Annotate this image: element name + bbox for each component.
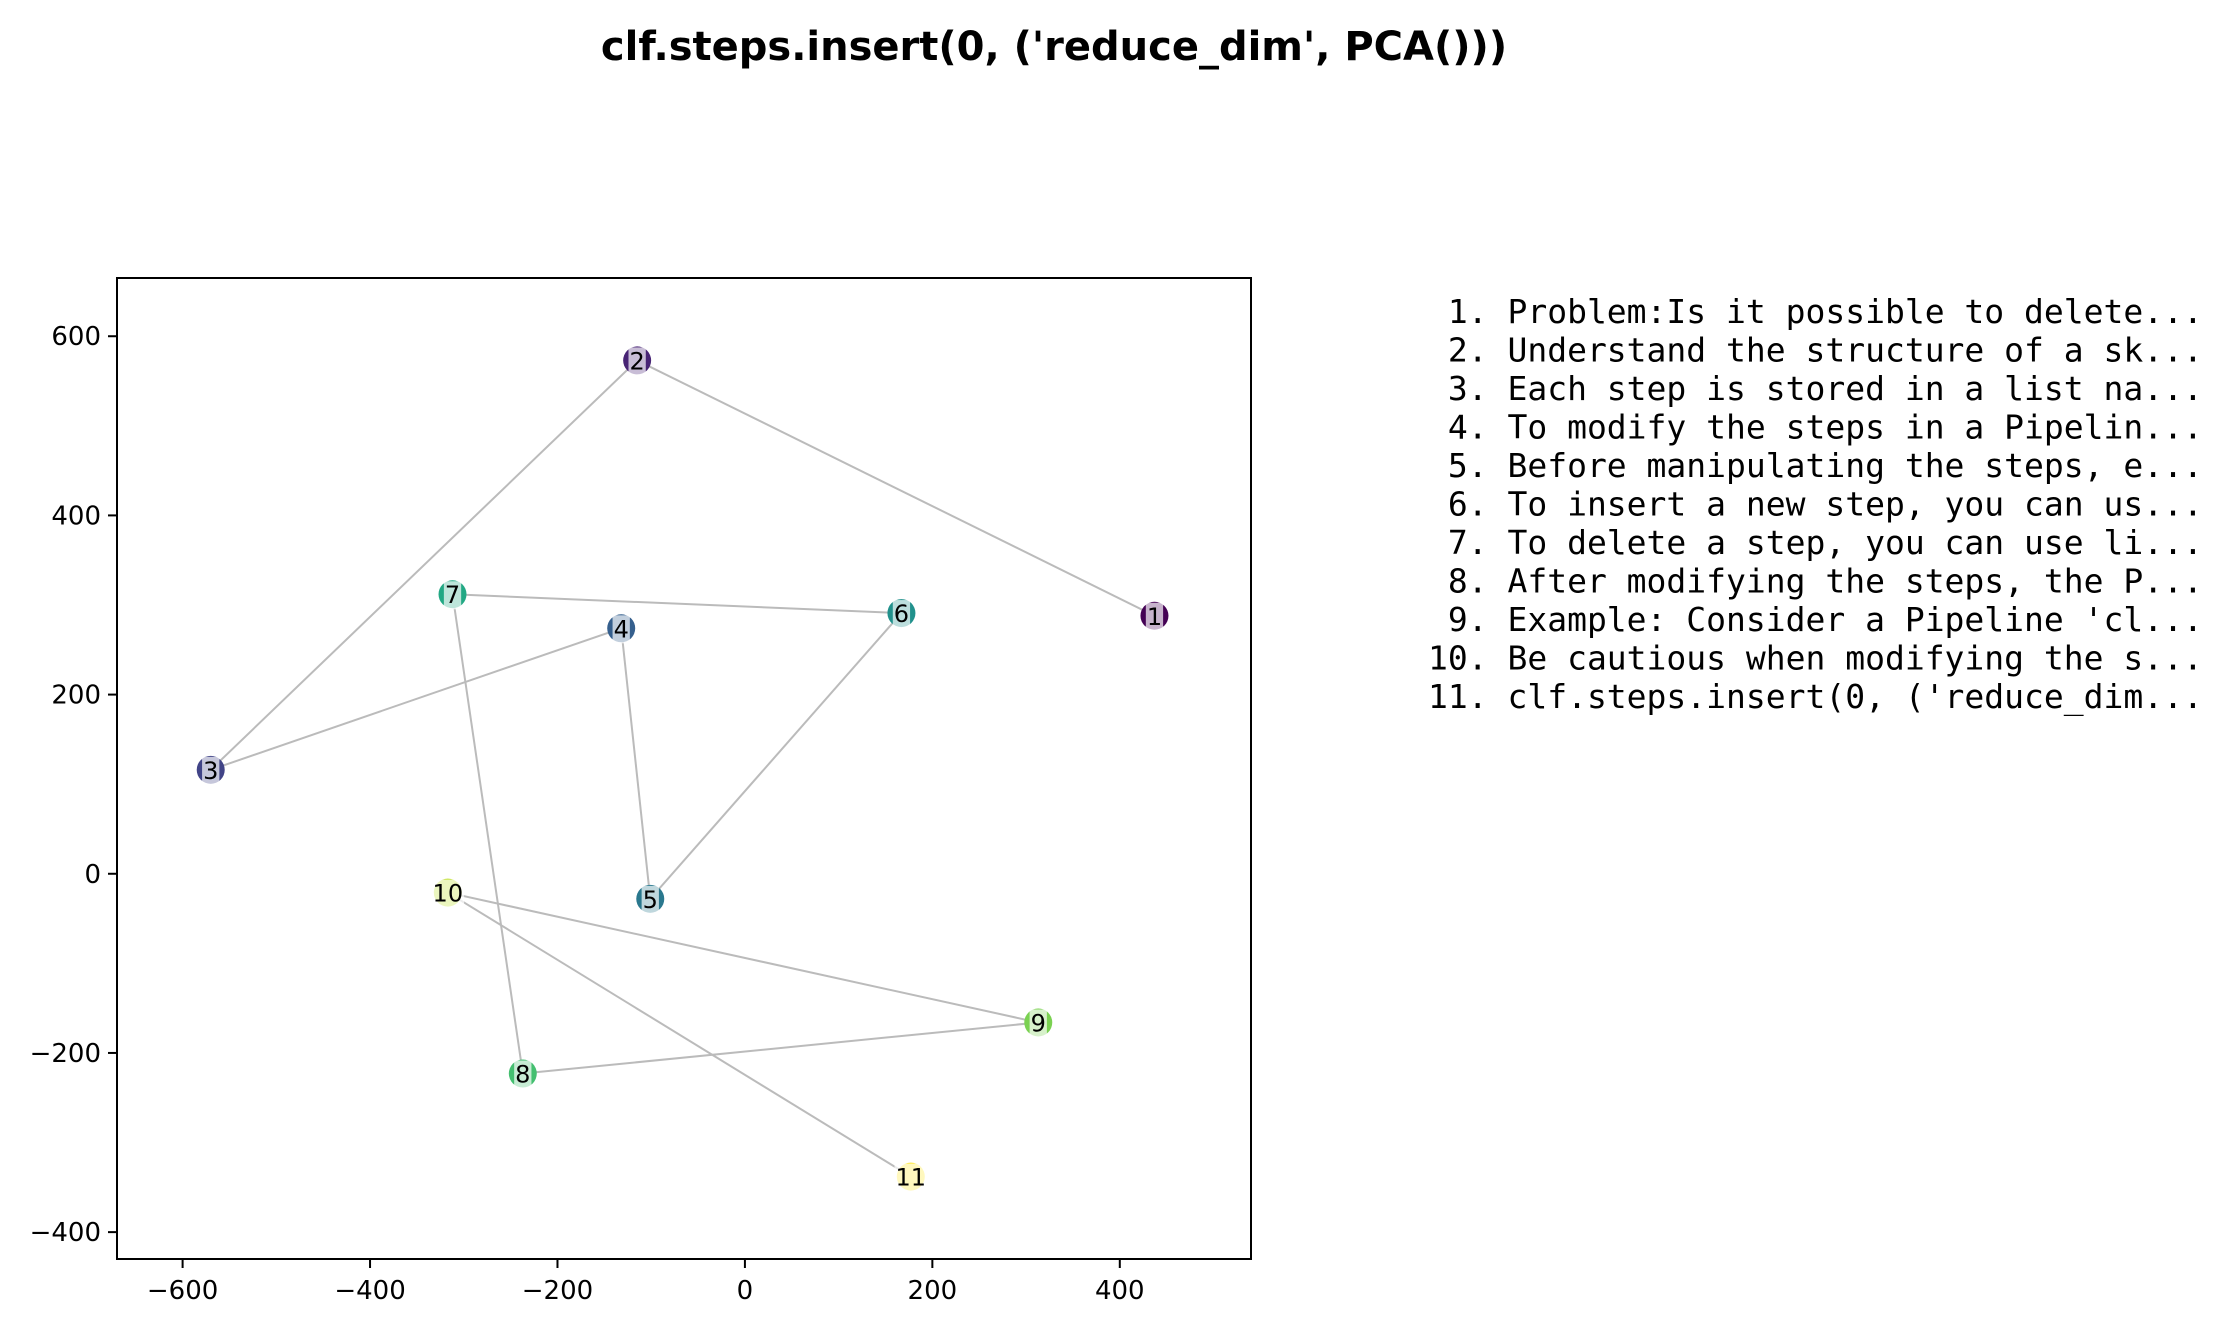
point-label: 10 — [433, 880, 464, 908]
point-label-background — [202, 756, 220, 785]
point-label: 3 — [203, 757, 218, 785]
y-tick-label: −400 — [30, 1218, 101, 1248]
steps-list-item: 2. Understand the structure of a sk... — [1428, 331, 2203, 370]
connection-line — [522, 1021, 1039, 1075]
connection-line — [452, 593, 902, 615]
connection-line — [636, 359, 1155, 617]
point-label: 5 — [643, 886, 658, 914]
steps-list-item: 7. To delete a step, you can use li... — [1428, 523, 2203, 562]
point-label: 9 — [1031, 1009, 1046, 1037]
data-points — [196, 346, 1169, 1191]
plot-frame — [116, 277, 1252, 1260]
steps-list-item: 3. Each step is stored in a list na... — [1428, 369, 2203, 408]
y-tick-label: 600 — [51, 322, 101, 352]
steps-list-item: 10. Be cautious when modifying the s... — [1428, 639, 2203, 678]
point-label: 4 — [614, 615, 629, 643]
steps-list-item: 4. To modify the steps in a Pipelin... — [1428, 408, 2203, 447]
point-label: 7 — [445, 581, 460, 609]
connection-line — [620, 628, 652, 899]
x-tick-label: −600 — [147, 1276, 218, 1306]
point-label-background — [628, 347, 646, 376]
point-label-background — [894, 1163, 928, 1192]
point-label-background — [1029, 1009, 1047, 1038]
steps-list-item: 1. Problem:Is it possible to delete... — [1428, 292, 2203, 331]
connection-line — [447, 891, 1039, 1024]
point-label-background — [443, 581, 462, 610]
x-tick-label: −400 — [334, 1276, 405, 1306]
y-axis: −400 −200 0 200 400 600 — [30, 322, 117, 1248]
y-tick-label: 400 — [51, 501, 101, 531]
steps-list-item: 11. clf.steps.insert(0, ('reduce_dim... — [1428, 677, 2203, 717]
point-label: 8 — [515, 1061, 530, 1089]
y-tick-label: 0 — [84, 860, 101, 890]
steps-list-item: 9. Example: Consider a Pipeline 'cl... — [1428, 600, 2203, 639]
connection-line — [451, 594, 524, 1074]
connection-lines — [210, 359, 1155, 1178]
point-label-background — [892, 600, 911, 629]
point-label: 1 — [1147, 603, 1162, 631]
connection-line — [447, 891, 912, 1178]
y-tick-label: 200 — [51, 681, 101, 711]
connection-line — [210, 359, 638, 771]
point-labels: 1 2 3 4 5 6 7 8 9 10 11 — [202, 347, 1164, 1192]
point-label: 2 — [629, 347, 644, 375]
x-tick-label: 400 — [1095, 1276, 1145, 1306]
chart-title: clf.steps.insert(0, ('reduce_dim', PCA()… — [601, 24, 1507, 70]
point-label-background — [1145, 602, 1164, 631]
x-tick-label: 0 — [737, 1276, 754, 1306]
steps-list: 1. Problem:Is it possible to delete... 2… — [1428, 292, 2203, 717]
steps-list-item: 8. After modifying the steps, the P... — [1428, 562, 2203, 601]
point-label-background — [431, 879, 465, 908]
x-axis: −600 −400 −200 0 200 400 — [147, 1259, 1145, 1306]
y-tick-label: −200 — [30, 1039, 101, 1069]
steps-list-item: 5. Before manipulating the steps, e... — [1428, 446, 2203, 485]
x-tick-label: −200 — [522, 1276, 593, 1306]
connection-line — [210, 627, 622, 771]
connection-line — [649, 612, 903, 900]
x-tick-label: 200 — [908, 1276, 958, 1306]
plot-area: 1 2 3 4 5 6 7 8 9 10 11 — [116, 277, 1252, 1260]
point-label: 6 — [894, 600, 909, 628]
point-label: 11 — [896, 1164, 927, 1192]
steps-list-item: 6. To insert a new step, you can us... — [1428, 485, 2203, 524]
point-label-background — [612, 615, 630, 644]
point-label-background — [641, 885, 659, 914]
point-label-background — [514, 1060, 532, 1089]
